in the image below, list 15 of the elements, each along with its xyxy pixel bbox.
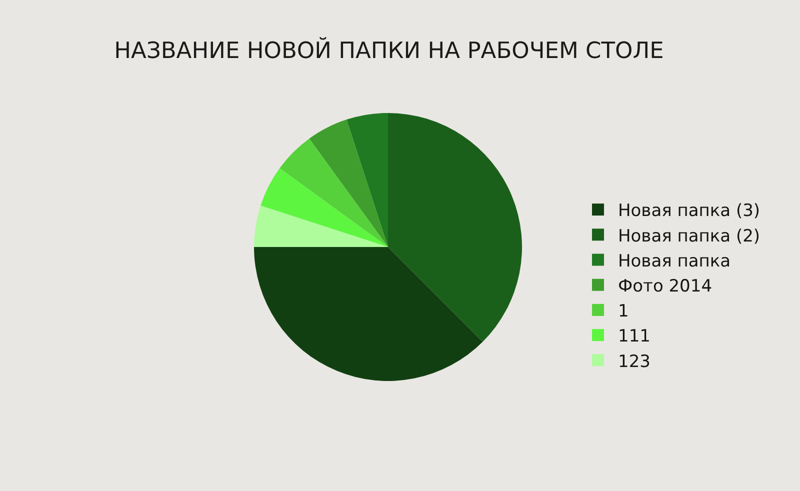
pie-slice [254, 206, 388, 247]
pie-slice [309, 120, 388, 247]
legend-label: Фото 2014 [618, 276, 712, 296]
legend-label: Новая папка (2) [618, 226, 760, 246]
legend-label: Новая папка [618, 251, 731, 272]
chart-title: НАЗВАНИЕ НОВОЙ ПАПКИ НА РАБОЧЕМ СТОЛЕ [114, 36, 664, 64]
pie-slice [254, 247, 483, 381]
pie-slice [388, 113, 522, 342]
legend-label: 1 [618, 302, 629, 322]
pie-slice [346, 113, 388, 247]
legend-label: 111 [618, 326, 650, 347]
pie-slice [260, 168, 388, 247]
pie-slice [280, 138, 388, 247]
legend-label: 123 [618, 352, 650, 372]
legend-label: Новая папка (3) [618, 201, 760, 222]
